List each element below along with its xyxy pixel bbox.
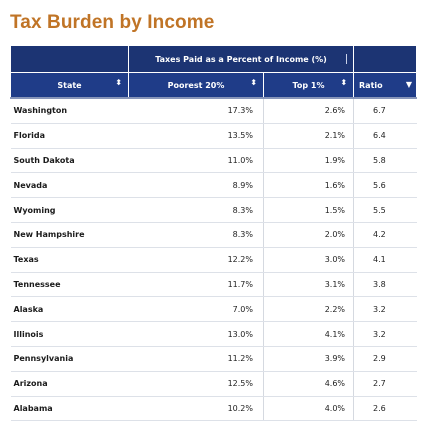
table-body: Washington 17.3% 2.6% 6.7 Florida 13.5% 2.1% 6.… <box>10 98 417 422</box>
sort-both-icon[interactable]: ⬍ <box>250 78 257 87</box>
table-row: Florida 13.5% 2.1% 6.4 <box>10 123 417 149</box>
poorest-cell: 12.5% <box>128 371 264 397</box>
table-row: Arizona 12.5% 4.6% 2.7 <box>10 371 417 397</box>
top-cell: 1.5% <box>263 197 355 223</box>
state-cell: Nevada <box>10 172 129 199</box>
poorest-cell: 13.0% <box>128 321 264 347</box>
poorest-cell: 17.3% <box>128 98 264 124</box>
column-header-label: Poorest 20% <box>167 80 225 90</box>
poorest-cell: 11.2% <box>128 346 264 372</box>
state-cell: Tennessee <box>10 272 129 298</box>
sort-both-icon[interactable]: ⬍ <box>115 78 122 87</box>
ratio-cell: 4.2 <box>353 222 417 248</box>
poorest-cell: 13.5% <box>128 123 264 149</box>
top-cell: 3.1% <box>263 272 355 298</box>
group-header-blank-right <box>353 46 418 73</box>
ratio-cell: 3.2 <box>353 296 417 323</box>
column-header-label: Ratio <box>359 80 383 90</box>
poorest-cell: 10.2% <box>128 396 264 422</box>
sort-descending-icon[interactable]: ▼ <box>405 80 413 89</box>
ratio-cell: 2.7 <box>353 371 417 397</box>
table-row: Alabama 10.2% 4.0% 2.6 <box>10 396 417 422</box>
ratio-cell: 5.8 <box>353 148 417 174</box>
group-header-label: Taxes Paid as a Percent of Income (%) <box>155 54 327 64</box>
top-cell: 1.6% <box>263 172 355 199</box>
poorest-cell: 8.3% <box>128 222 264 248</box>
state-cell: Alaska <box>10 296 129 323</box>
top-cell: 2.6% <box>263 98 355 124</box>
top-cell: 2.0% <box>263 222 355 248</box>
ratio-cell: 3.8 <box>353 272 417 298</box>
column-header-label: Top 1% <box>292 80 325 90</box>
ratio-cell: 6.4 <box>353 123 417 149</box>
state-cell: Illinois <box>10 321 129 347</box>
table-row: Washington 17.3% 2.6% 6.7 <box>10 98 417 124</box>
ratio-cell: 3.2 <box>353 321 417 347</box>
group-header-blank <box>10 46 129 73</box>
table-row: South Dakota 11.0% 1.9% 5.8 <box>10 148 417 174</box>
group-header-row: Taxes Paid as a Percent of Income (%) <box>10 46 418 73</box>
state-cell: South Dakota <box>10 148 129 174</box>
state-cell: Texas <box>10 247 129 273</box>
table-row: Nevada 8.9% 1.6% 5.6 <box>10 172 417 199</box>
state-cell: New Hampshire <box>10 222 129 248</box>
column-header-ratio[interactable]: Ratio ▼ <box>353 72 418 99</box>
column-header-label: State <box>57 80 82 90</box>
state-cell: Wyoming <box>10 197 129 223</box>
top-cell: 4.1% <box>263 321 355 347</box>
top-cell: 4.6% <box>263 371 355 397</box>
top-cell: 1.9% <box>263 148 355 174</box>
ratio-cell: 4.1 <box>353 247 417 273</box>
state-cell: Florida <box>10 123 129 149</box>
table-row: Alaska 7.0% 2.2% 3.2 <box>10 296 417 323</box>
state-cell: Pennsylvania <box>10 346 129 372</box>
state-cell: Alabama <box>10 396 129 422</box>
top-cell: 3.9% <box>263 346 355 372</box>
top-cell: 2.2% <box>263 296 355 323</box>
table-row: Wyoming 8.3% 1.5% 5.5 <box>10 197 417 223</box>
ratio-cell: 2.9 <box>353 346 417 372</box>
state-cell: Washington <box>10 98 129 124</box>
ratio-cell: 2.6 <box>353 396 417 422</box>
ratio-cell: 6.7 <box>353 98 417 124</box>
ratio-cell: 5.6 <box>353 172 417 199</box>
column-header-top[interactable]: Top 1% ⬍ <box>262 72 355 99</box>
ratio-cell: 5.5 <box>353 197 417 223</box>
top-cell: 2.1% <box>263 123 355 149</box>
table-row: New Hampshire 8.3% 2.0% 4.2 <box>10 222 417 248</box>
poorest-cell: 12.2% <box>128 247 264 273</box>
column-header-state[interactable]: State ⬍ <box>10 72 129 99</box>
tax-burden-table: Taxes Paid as a Percent of Income (%) St… <box>10 46 418 422</box>
table-row: Tennessee 11.7% 3.1% 3.8 <box>10 272 417 298</box>
top-cell: 3.0% <box>263 247 355 273</box>
table-row: Pennsylvania 11.2% 3.9% 2.9 <box>10 346 417 372</box>
poorest-cell: 11.0% <box>128 148 264 174</box>
table-row: Texas 12.2% 3.0% 4.1 <box>10 247 417 273</box>
sort-both-icon[interactable]: ⬍ <box>340 78 348 87</box>
poorest-cell: 11.7% <box>128 272 264 298</box>
poorest-cell: 7.0% <box>128 296 264 323</box>
poorest-cell: 8.9% <box>128 172 264 199</box>
state-cell: Arizona <box>10 371 129 397</box>
group-header-divider <box>346 54 348 64</box>
column-header-row: State ⬍ Poorest 20% ⬍ Top 1% ⬍ Ratio ▼ <box>10 72 418 99</box>
column-header-poorest[interactable]: Poorest 20% ⬍ <box>128 72 264 99</box>
page-title: Tax Burden by Income <box>10 12 215 33</box>
poorest-cell: 8.3% <box>128 197 264 223</box>
group-header: Taxes Paid as a Percent of Income (%) <box>127 46 355 73</box>
top-cell: 4.0% <box>263 396 355 422</box>
table-row: Illinois 13.0% 4.1% 3.2 <box>10 321 417 347</box>
